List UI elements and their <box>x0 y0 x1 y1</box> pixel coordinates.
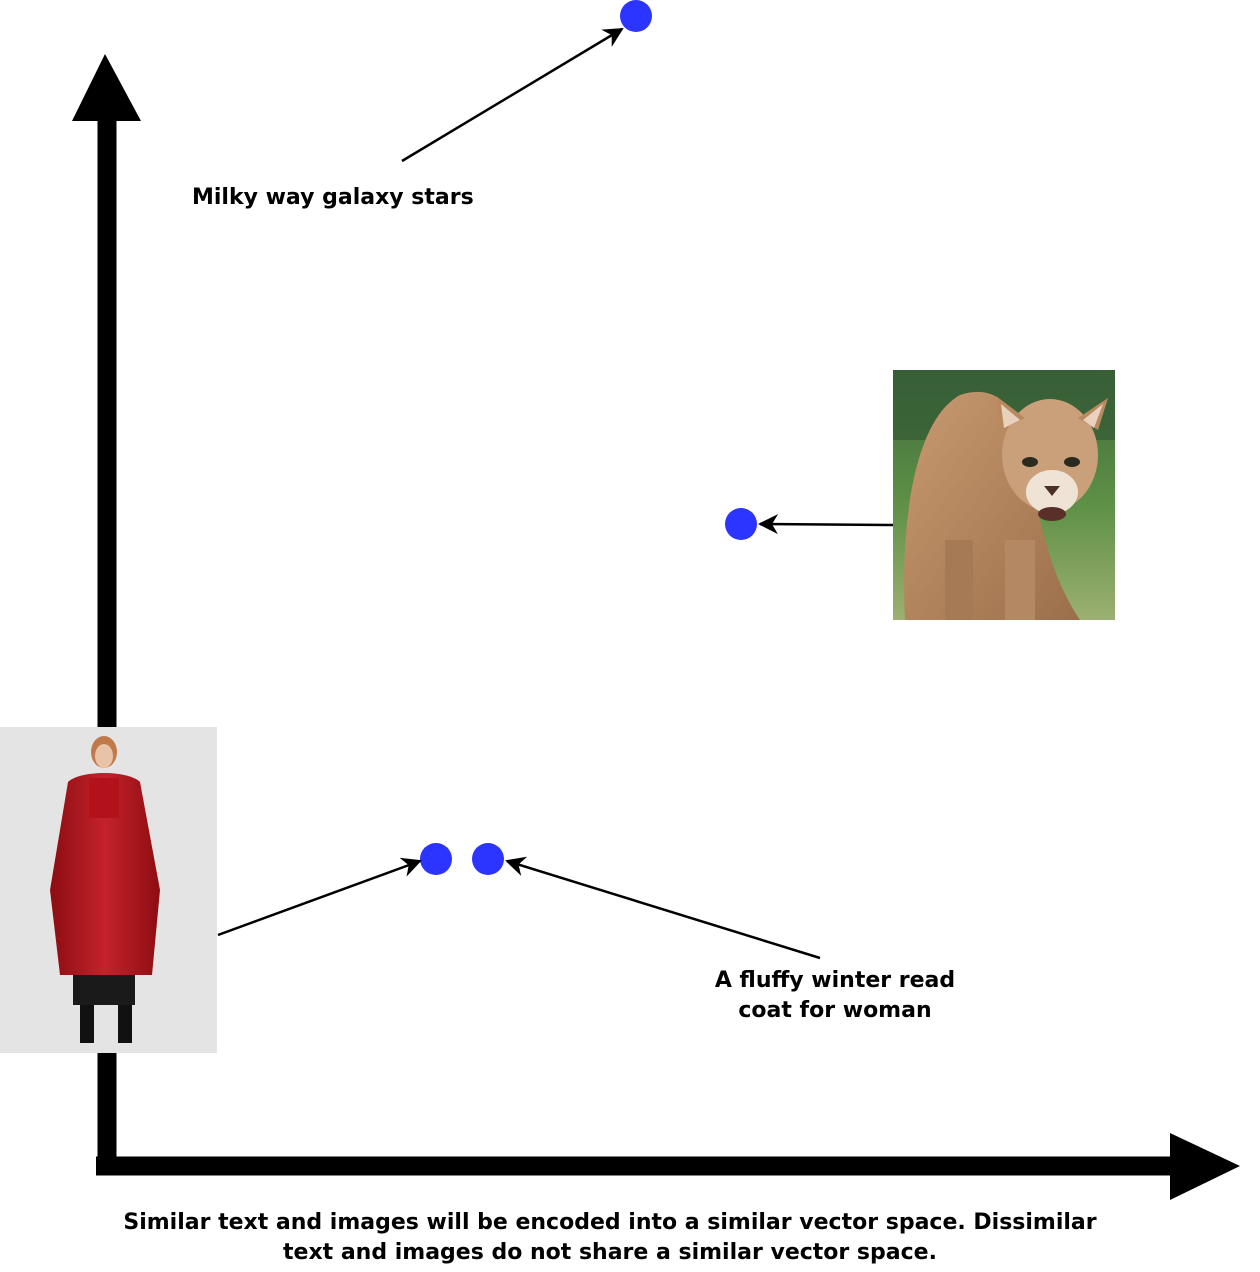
galaxy-point <box>620 0 652 32</box>
coat-image-arrow <box>217 857 422 937</box>
coat-text-label: A fluffy winter read coat for woman <box>714 968 956 1023</box>
cougar-arrow <box>758 514 894 535</box>
galaxy-text-label: Milky way galaxy stars <box>192 185 474 210</box>
galaxy-arrow <box>401 27 624 163</box>
coat-text-arrow <box>505 856 821 960</box>
cougar-image <box>893 370 1115 620</box>
x-axis <box>96 1133 1240 1200</box>
coat-image-point <box>420 843 452 875</box>
cougar-point <box>725 508 757 540</box>
coat-text-point <box>472 843 504 875</box>
coat-image <box>0 727 217 1053</box>
diagram-caption: Similar text and images will be encoded … <box>123 1210 1097 1265</box>
